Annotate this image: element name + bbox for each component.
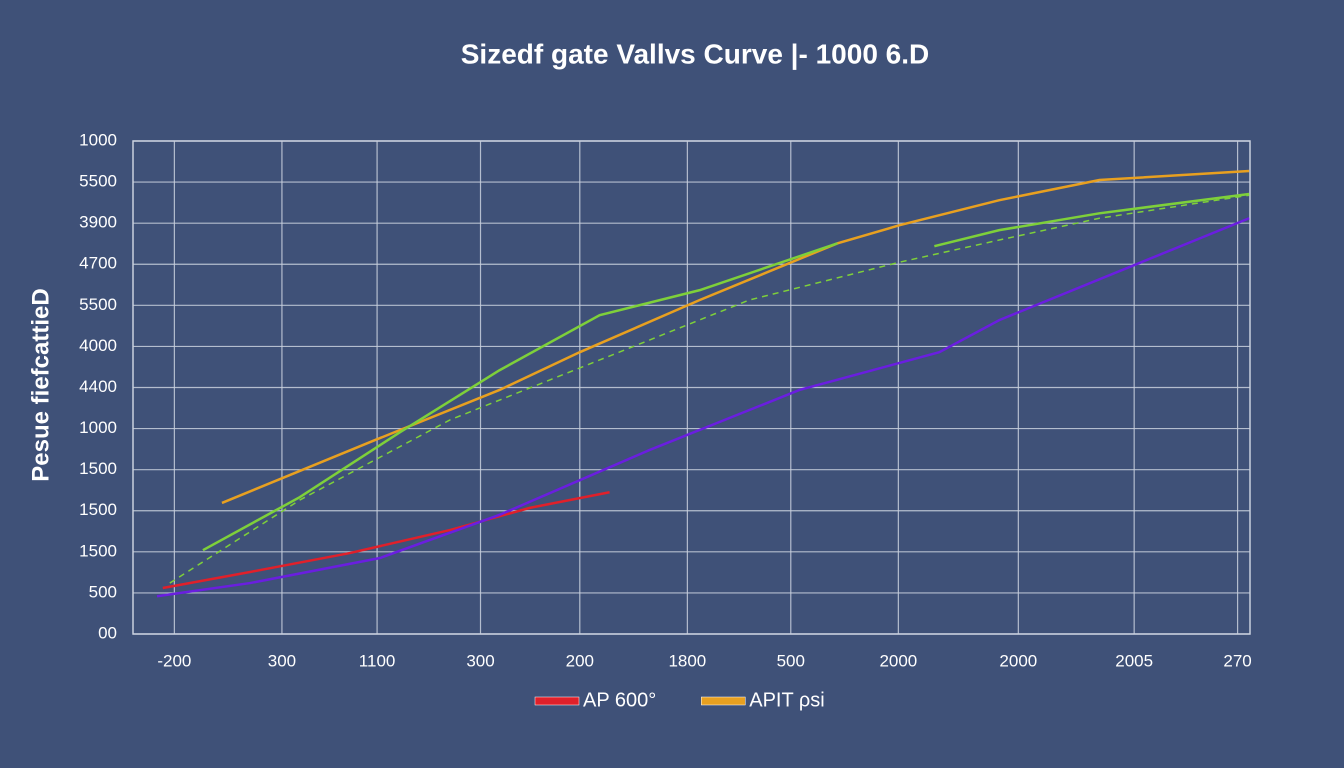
y-tick-label: 5500 [79,172,117,191]
y-tick-label: 1500 [79,541,117,560]
x-tick-label: 1100 [359,651,396,670]
y-axis-label: Pesue fiefcattieD [27,288,54,481]
x-tick-label: 1800 [668,651,706,670]
series-line [169,194,1250,584]
x-tick-label: 300 [268,651,296,670]
legend-label: AP 600° [583,689,656,711]
legend-swatch [534,696,580,706]
series-line [162,491,610,590]
y-tick-label: 4400 [79,377,117,396]
x-tick-label: -200 [157,651,191,670]
y-tick-label: 00 [98,623,117,642]
y-tick-label: 1500 [79,500,117,519]
x-tick-label: 2000 [999,651,1037,670]
y-tick-label: 1500 [79,459,117,478]
chart-title: Sizedf gate Vallvs Curve |- 1000 6.D [461,38,930,69]
x-tick-label: 500 [777,651,805,670]
plot-frame [132,140,1251,635]
y-tick-label: 3900 [79,213,117,232]
series-line [202,192,1250,552]
y-tick-label: 1000 [79,418,117,437]
legend-swatch [701,696,746,706]
y-tick-label: 1000 [79,130,117,149]
legend-label: APIT ρsi [749,689,824,711]
y-tick-label: 4700 [79,254,117,273]
x-tick-label: 2000 [879,651,917,670]
series-line [156,217,1250,598]
x-tick-label: 270 [1223,651,1251,670]
series-line [221,169,1250,505]
x-tick-label: 2005 [1115,651,1153,670]
x-tick-label: 200 [566,651,594,670]
x-tick-label: 300 [466,651,494,670]
y-tick-label: 5500 [79,295,117,314]
y-tick-label: 4000 [79,336,117,355]
y-tick-label: 500 [89,582,117,601]
